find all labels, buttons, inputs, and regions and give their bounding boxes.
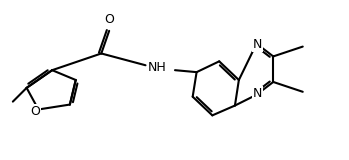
Text: O: O [30, 105, 40, 118]
Text: O: O [104, 13, 114, 26]
Text: N: N [253, 87, 262, 100]
Text: N: N [253, 38, 262, 51]
Text: NH: NH [148, 61, 166, 74]
